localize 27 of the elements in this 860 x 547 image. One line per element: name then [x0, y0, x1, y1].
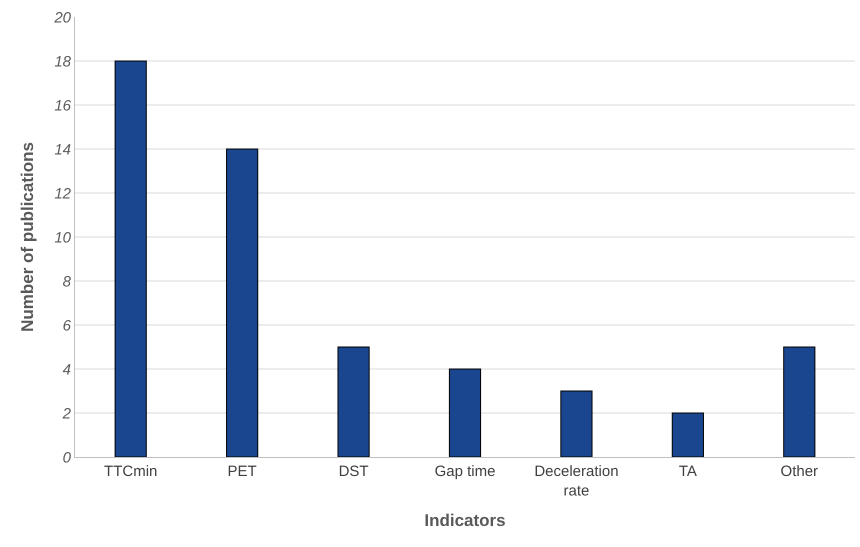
x-tick-label: PET: [228, 463, 257, 480]
y-tick-label: 10: [54, 229, 72, 246]
y-tick-label: 8: [62, 273, 72, 290]
bar: [448, 368, 482, 457]
bar: [672, 412, 704, 457]
bar: [560, 390, 593, 457]
x-axis-title: Indicators: [424, 510, 506, 530]
y-tick-label: 14: [54, 141, 71, 158]
y-tick-label: 6: [62, 317, 72, 334]
y-tick-label: 0: [62, 449, 72, 466]
bar: [337, 346, 370, 457]
x-tick-label: TA: [678, 463, 697, 480]
x-tick-label: Deceleration rate: [534, 463, 619, 500]
y-tick-label: 18: [54, 53, 72, 70]
x-tick-label: DST: [338, 463, 369, 480]
y-tick-label: 12: [54, 185, 72, 202]
y-axis-title: Number of publications: [18, 142, 37, 332]
y-tick-label: 16: [54, 97, 72, 114]
y-tick-label: 20: [53, 9, 72, 26]
y-tick-label: 4: [62, 361, 71, 378]
x-tick-label: Gap time: [434, 463, 496, 480]
bar: [783, 346, 816, 457]
bar: [226, 148, 258, 457]
y-tick-label: 2: [62, 405, 72, 422]
bar: [114, 60, 147, 457]
x-tick-label: TTCmin: [104, 463, 158, 480]
x-tick-label: Other: [780, 463, 818, 480]
